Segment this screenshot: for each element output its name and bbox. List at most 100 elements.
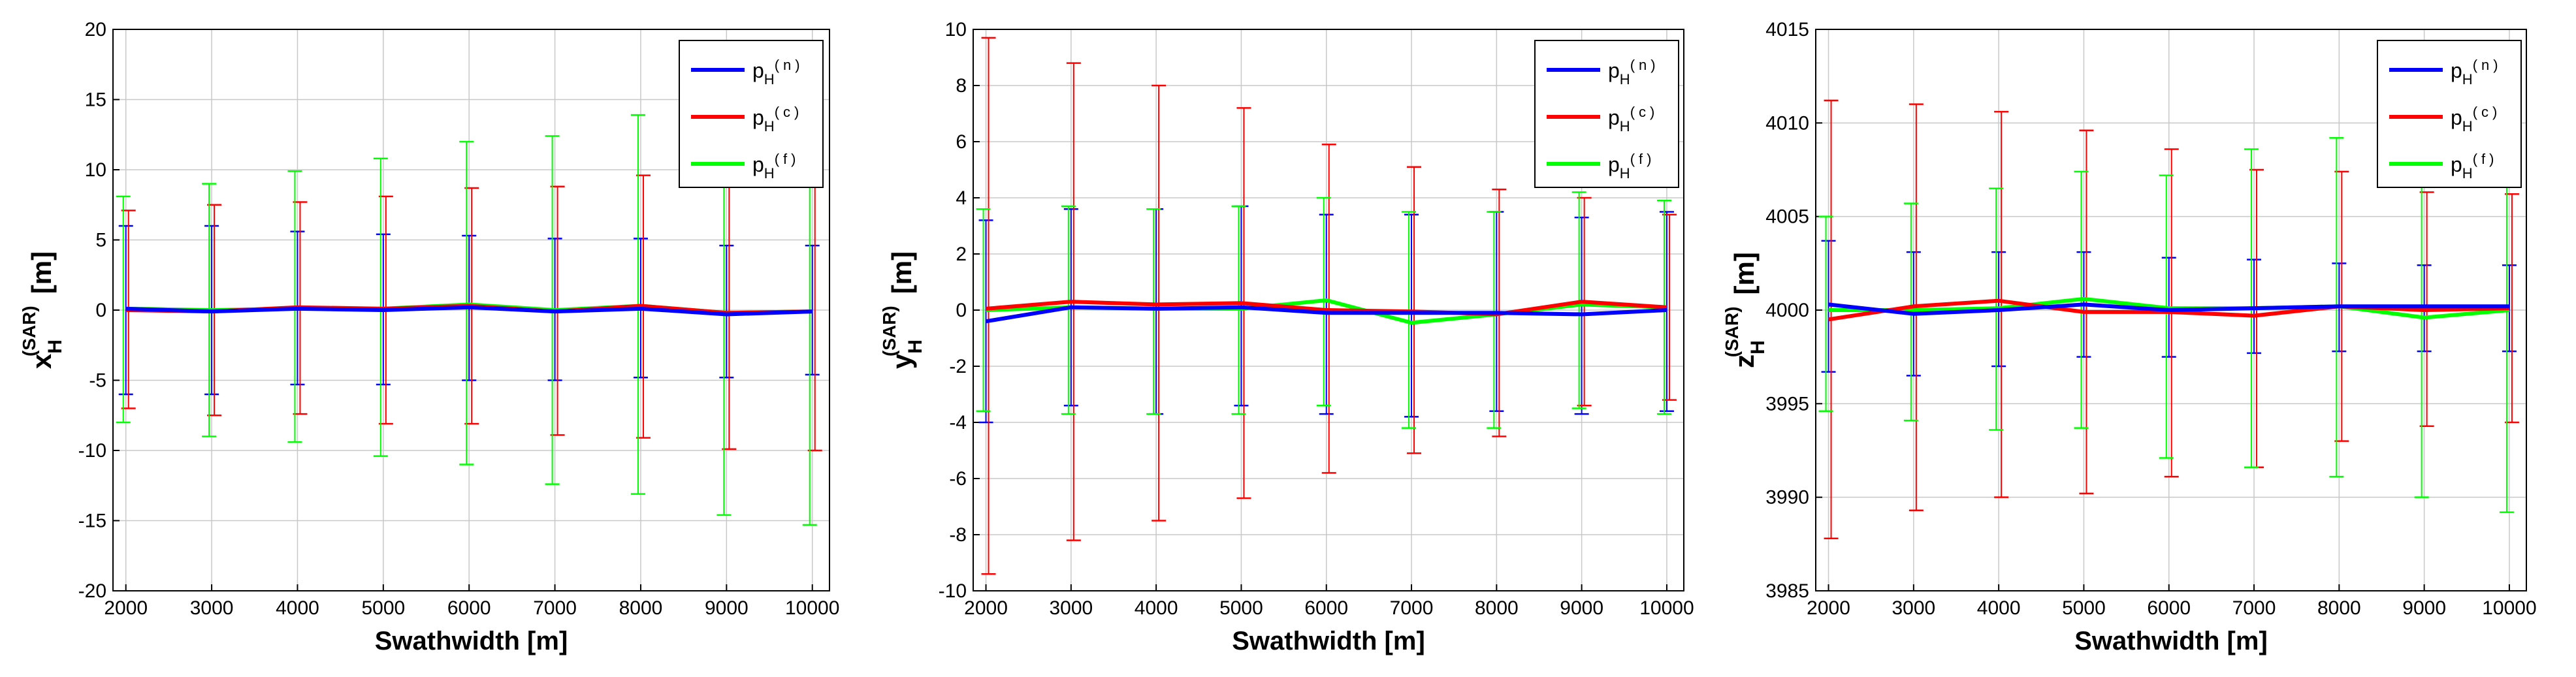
legend-label-name: c [1639, 104, 1646, 120]
plot-frame [973, 29, 1684, 591]
legend-label-paren-close: ) [1650, 57, 1655, 73]
series-line-n [986, 305, 1667, 324]
y-axis-label-subscript: H [44, 339, 66, 354]
x-tick-label: 8000 [1475, 597, 1519, 619]
x-tick-label: 4000 [276, 597, 319, 619]
legend-label-paren-close: ) [794, 104, 799, 120]
legend-label-n: pH(n) [2451, 57, 2498, 87]
legend: pH(n)pH(c)pH(f) [2377, 40, 2522, 188]
legend-label-name: n [783, 57, 791, 73]
y-tick-label: 10 [85, 159, 106, 181]
legend-label-paren-open: ( [775, 57, 780, 73]
x-tick-label: 8000 [2317, 597, 2361, 619]
legend-label-base: p [1608, 153, 1620, 176]
y-tick-label: -5 [89, 370, 106, 392]
y-tick-label: -6 [949, 468, 967, 490]
x-tick-label: 6000 [1304, 597, 1348, 619]
legend-label-base: p [752, 59, 764, 82]
legend-label-f: pH(f) [1608, 151, 1651, 181]
x-tick-label: 4000 [1977, 597, 2021, 619]
legend-label-name: f [783, 151, 788, 167]
y-axis-label: yH (SAR) [m] [879, 251, 926, 369]
x-tick-label: 2000 [1807, 597, 1850, 619]
series-line-c [986, 300, 1667, 317]
chart-panel-2: 2000 3000 4000 5000 6000 7000 8000 9000 10000 -10… [879, 19, 1694, 655]
y-tick-label: 10 [945, 19, 967, 40]
legend-label-paren-open: ( [2473, 104, 2478, 120]
x-tick-label: 10000 [2482, 597, 2536, 619]
x-axis-label: Swathwidth [m] [1232, 627, 1425, 655]
legend-label-name: c [2481, 104, 2488, 120]
y-tick-label: -4 [949, 412, 967, 433]
x-axis-label: Swathwidth [m] [2074, 627, 2268, 655]
y-tick-label: 15 [85, 89, 106, 111]
legend-label-c: pH(c) [1608, 104, 1654, 134]
y-tick-label: -15 [78, 511, 106, 532]
legend-label-paren-close: ) [1650, 104, 1654, 120]
legend-label-subscript: H [764, 118, 775, 134]
legend-label-f: pH(f) [752, 151, 796, 181]
y-tick-label: -8 [949, 524, 967, 546]
y-axis-label: zH (SAR) [m] [1722, 252, 1769, 368]
legend-label-name: f [1639, 151, 1643, 167]
y-tick-label: -10 [939, 580, 967, 602]
x-tick-label: 2000 [964, 597, 1008, 619]
y-tick-label: -20 [78, 580, 106, 602]
legend-label-subscript: H [2462, 165, 2473, 181]
y-tick-label: 4005 [1765, 206, 1809, 228]
legend-label-base: p [752, 106, 764, 129]
y-tick-label: 5 [95, 230, 106, 251]
legend: pH(n)pH(c)pH(f) [1534, 40, 1679, 188]
x-tick-label: 2000 [104, 597, 148, 619]
x-tick-label: 3000 [190, 597, 234, 619]
legend-label-base: p [2451, 59, 2462, 82]
x-tick-label: 3000 [1892, 597, 1935, 619]
y-axis-label-subscript: H [1747, 340, 1769, 354]
y-axis-label-superscript: (SAR) [19, 306, 39, 356]
y-tick-label: 8 [956, 75, 967, 97]
x-tick-label: 10000 [1639, 597, 1694, 619]
legend-label-paren-close: ) [2493, 57, 2498, 73]
legend-label-paren-open: ( [2473, 151, 2478, 167]
legend-label-paren-open: ( [1630, 151, 1635, 167]
legend-label-paren-open: ( [775, 151, 780, 167]
y-axis-label-base: x [26, 353, 57, 369]
x-tick-label: 7000 [2232, 597, 2276, 619]
y-tick-label: 3995 [1765, 393, 1809, 415]
x-tick-label: 10000 [785, 597, 839, 619]
y-axis-label-subscript: H [905, 339, 926, 354]
legend-label-paren-open: ( [1630, 104, 1635, 120]
legend-label-n: pH(n) [1608, 57, 1656, 87]
y-tick-label: 3985 [1765, 580, 1809, 602]
legend-label-name: n [1639, 57, 1647, 73]
x-tick-label: 9000 [1560, 597, 1603, 619]
plot-frame [112, 29, 830, 591]
y-tick-label: 4010 [1765, 112, 1809, 134]
legend-label-name: f [2481, 151, 2486, 167]
y-tick-label: 3990 [1765, 487, 1809, 509]
legend-label-subscript: H [764, 71, 775, 87]
y-axis-label: xH (SAR) [m] [19, 251, 66, 369]
y-axis-label-unit: [m] [26, 251, 57, 294]
x-tick-label: 7000 [533, 597, 577, 619]
legend: pH(n)pH(c)pH(f) [679, 40, 824, 188]
y-tick-label: 0 [95, 300, 106, 321]
legend-label-subscript: H [2462, 118, 2473, 134]
x-tick-label: 5000 [2062, 597, 2106, 619]
chart-panel-3: 2000 3000 4000 5000 6000 7000 8000 9000 10000 398… [1722, 19, 2537, 655]
legend-label-subscript: H [764, 165, 775, 181]
x-axis-label: Swathwidth [m] [375, 627, 568, 655]
x-tick-label: 8000 [619, 597, 663, 619]
y-tick-label: 0 [956, 300, 967, 321]
legend-label-paren-open: ( [775, 104, 780, 120]
legend-label-base: p [1608, 106, 1620, 129]
plot-frame [1815, 29, 2527, 591]
legend-label-paren-close: ) [795, 57, 799, 73]
legend-label-subscript: H [1620, 71, 1630, 87]
series-line-n [125, 305, 813, 317]
x-tick-label: 5000 [1219, 597, 1263, 619]
chart-panel-1: 2000 3000 4000 5000 6000 7000 8000 9000 10000 -20… [19, 19, 839, 655]
y-axis-label-base: y [886, 353, 917, 369]
legend-label-base: p [2451, 106, 2462, 129]
